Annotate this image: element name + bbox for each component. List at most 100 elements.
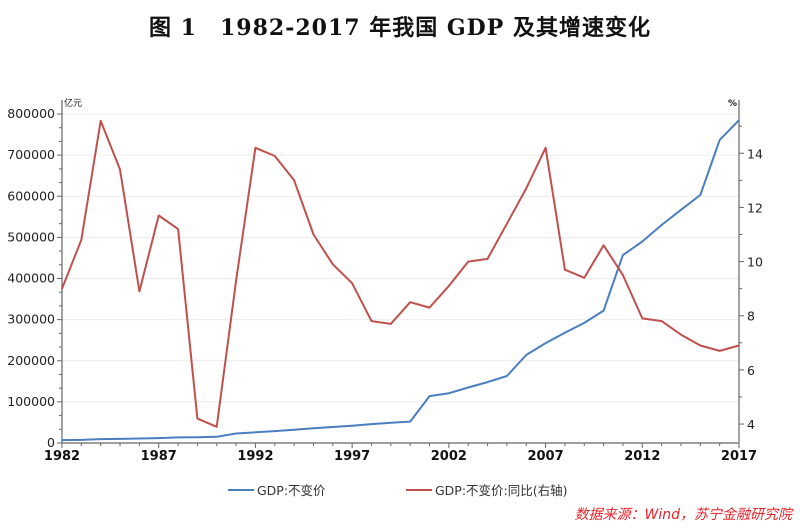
chart-title: 图 1 1982-2017 年我国 GDP 及其增速变化 — [149, 15, 651, 41]
data-point — [622, 254, 624, 256]
data-point — [119, 168, 121, 171]
data-point — [680, 333, 682, 336]
data-point — [138, 437, 141, 440]
series-lines — [61, 119, 740, 442]
data-point — [409, 420, 411, 423]
data-source-note: 数据来源：Wind，苏宁金融研究院 — [574, 507, 793, 523]
legend-label-gdp-growth: GDP:不变价:同比(右轴) — [435, 483, 568, 498]
data-point — [235, 279, 237, 282]
data-point — [196, 417, 199, 420]
series-line-gdp — [61, 119, 740, 442]
data-point — [544, 147, 547, 149]
data-point — [99, 119, 102, 122]
x-axis-tick-label: 2007 — [527, 449, 563, 464]
data-point — [293, 429, 295, 431]
data-point — [428, 395, 431, 397]
data-point — [254, 431, 257, 434]
legend-label-gdp: GDP:不变价 — [257, 483, 326, 498]
data-point — [738, 119, 740, 121]
data-point — [699, 344, 702, 347]
data-point — [467, 386, 470, 389]
data-point — [602, 244, 605, 247]
data-point — [486, 258, 489, 260]
data-point — [61, 287, 63, 290]
data-point — [680, 209, 682, 211]
data-point — [370, 423, 373, 425]
data-point — [564, 331, 566, 334]
data-point — [332, 426, 334, 428]
data-point — [370, 320, 373, 322]
x-axis-tick-label: 1992 — [237, 449, 273, 464]
data-point — [602, 309, 605, 312]
right-axis-unit: % — [728, 99, 737, 109]
data-point — [390, 323, 392, 325]
data-point — [351, 282, 353, 285]
data-point — [312, 427, 315, 429]
data-point — [718, 139, 721, 141]
data-point — [738, 344, 740, 347]
data-point — [61, 439, 63, 441]
left-axis-tick-label: 800000 — [7, 106, 55, 121]
data-point — [99, 438, 102, 440]
data-point — [273, 155, 276, 157]
data-point — [660, 224, 663, 226]
data-point — [641, 317, 644, 320]
data-point — [506, 375, 508, 377]
data-point — [583, 277, 586, 279]
data-point — [196, 436, 199, 439]
data-point — [390, 422, 392, 424]
left-axis-tick-label: 600000 — [7, 188, 55, 203]
data-point — [641, 240, 644, 243]
legend-item-gdp-growth: GDP:不变价:同比(右轴) — [406, 480, 568, 499]
left-axis-tick-label: 200000 — [7, 353, 55, 368]
legend-item-gdp: GDP:不变价 — [228, 480, 326, 499]
data-point — [177, 228, 179, 230]
right-axis-tick-label: 14 — [747, 146, 763, 161]
data-point — [80, 239, 83, 241]
data-point — [312, 233, 315, 236]
data-point — [254, 147, 257, 149]
data-point — [428, 306, 431, 309]
left-axis-unit: 亿元 — [64, 97, 82, 109]
data-point — [138, 290, 141, 293]
data-point — [215, 436, 218, 438]
data-point — [486, 381, 489, 383]
data-point — [80, 439, 83, 441]
data-point — [351, 424, 353, 427]
axes: 0 100000 200000 300000 400000 500000 600000 700… — [7, 100, 763, 464]
left-axis-tick-label: 700000 — [7, 147, 55, 162]
left-axis-tick-label: 100000 — [7, 394, 55, 409]
data-point — [718, 350, 721, 352]
right-axis-tick-label: 10 — [747, 255, 763, 270]
right-axis-tick-label: 8 — [747, 309, 755, 324]
data-point — [273, 430, 276, 432]
data-point — [215, 425, 218, 428]
data-point — [506, 222, 508, 225]
left-axis-tick-label: 500000 — [7, 229, 55, 244]
x-axis-tick-label: 1997 — [334, 449, 370, 464]
right-axis-tick-label: 4 — [747, 417, 755, 432]
data-point — [660, 320, 663, 322]
x-axis-tick-label: 1982 — [44, 449, 80, 464]
data-point — [235, 432, 237, 435]
data-point — [583, 322, 586, 324]
data-point — [157, 214, 160, 217]
legend-swatch-blue — [228, 488, 254, 491]
x-axis-tick-label: 2017 — [721, 449, 757, 464]
data-point — [699, 194, 702, 196]
data-point — [157, 437, 160, 439]
data-point — [544, 342, 547, 344]
data-point — [525, 354, 528, 356]
left-axis-tick-label: 300000 — [7, 312, 55, 327]
x-axis-tick-label: 1987 — [141, 449, 177, 464]
data-point — [467, 260, 470, 263]
left-axis-tick-label: 400000 — [7, 271, 55, 286]
data-point — [564, 268, 566, 271]
data-point — [448, 285, 450, 287]
gridlines — [62, 113, 739, 403]
right-axis-tick-label: 6 — [747, 363, 755, 378]
legend-swatch-red — [406, 488, 432, 491]
x-axis-tick-label: 2002 — [431, 449, 467, 464]
data-point — [332, 263, 334, 266]
